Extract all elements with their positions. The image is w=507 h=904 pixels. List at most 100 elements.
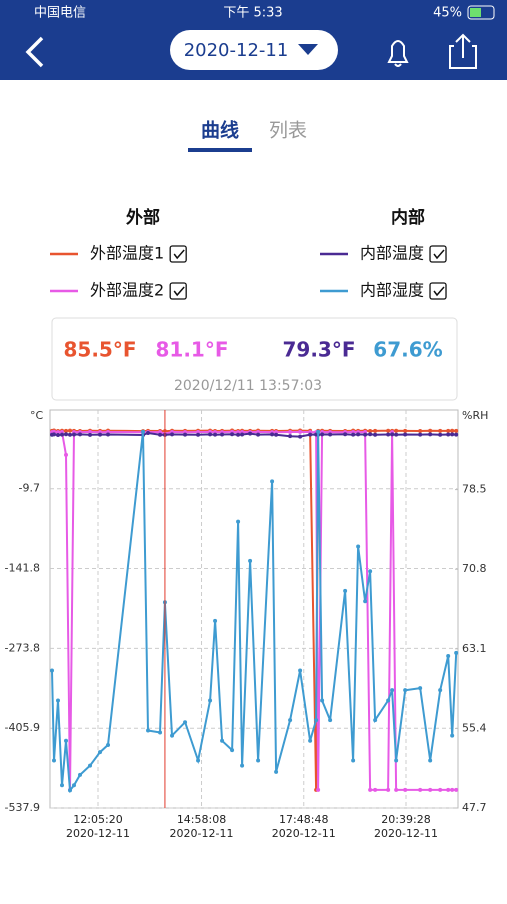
- data-point: [368, 787, 373, 792]
- data-point: [316, 429, 321, 434]
- data-point: [68, 788, 73, 793]
- data-point: [373, 787, 378, 792]
- data-point: [298, 429, 303, 434]
- readout-value: 79.3°F: [282, 338, 355, 362]
- y2-axis-label: %RH: [462, 409, 488, 422]
- data-point: [403, 787, 408, 792]
- legend-label: 外部温度2: [90, 281, 164, 300]
- data-point: [418, 432, 423, 437]
- data-point: [213, 618, 218, 623]
- data-point: [72, 783, 77, 788]
- data-point: [343, 588, 348, 593]
- x-tick-label: 20:39:28: [381, 813, 430, 826]
- data-point: [368, 428, 373, 433]
- data-point: [403, 432, 408, 437]
- x-tick-date: 2020-12-11: [374, 827, 438, 840]
- data-point: [428, 787, 433, 792]
- data-point: [240, 432, 245, 437]
- data-point: [373, 432, 378, 437]
- tab-list[interactable]: 列表: [269, 120, 307, 142]
- data-point: [356, 544, 361, 549]
- data-point: [418, 686, 423, 691]
- data-point: [56, 698, 61, 703]
- readout-value: 67.6%: [373, 338, 442, 362]
- data-point: [454, 432, 459, 437]
- y-tick-label: -9.7: [19, 482, 40, 495]
- data-point: [454, 428, 459, 433]
- data-point: [386, 698, 391, 703]
- data-point: [428, 758, 433, 763]
- data-point: [316, 787, 321, 792]
- y2-tick-label: 70.8: [462, 562, 487, 575]
- data-point: [356, 432, 361, 437]
- data-point: [248, 431, 253, 436]
- x-tick-date: 2020-12-11: [170, 827, 234, 840]
- legend-checkbox[interactable]: [169, 282, 187, 300]
- x-tick-date: 2020-12-11: [66, 827, 130, 840]
- legend-checkbox[interactable]: [429, 245, 447, 263]
- bell-button[interactable]: [387, 40, 409, 67]
- data-point: [49, 668, 54, 673]
- data-point: [386, 787, 391, 792]
- y2-tick-label: 55.4: [462, 721, 487, 734]
- dropdown-arrow: [298, 44, 318, 55]
- x-tick-label: 12:05:20: [73, 813, 122, 826]
- battery-level: [470, 8, 481, 17]
- data-point: [428, 432, 433, 437]
- data-point: [320, 698, 325, 703]
- data-point: [88, 432, 93, 437]
- data-point: [308, 432, 313, 437]
- data-point: [446, 428, 451, 433]
- data-point: [308, 738, 313, 743]
- x-tick-date: 2020-12-11: [272, 827, 336, 840]
- data-point: [230, 748, 235, 753]
- back-button[interactable]: [25, 36, 44, 68]
- check-mark: [433, 286, 445, 297]
- data-point: [438, 428, 443, 433]
- data-point: [106, 432, 111, 437]
- data-point: [351, 758, 356, 763]
- share-button[interactable]: [449, 33, 477, 69]
- data-point: [240, 763, 245, 768]
- y-tick-label: -405.9: [5, 721, 40, 734]
- data-point: [418, 787, 423, 792]
- data-point: [236, 432, 241, 437]
- tab-underline: [188, 148, 252, 152]
- data-point: [438, 688, 443, 693]
- data-point: [88, 763, 93, 768]
- data-point: [373, 718, 378, 723]
- data-point: [158, 730, 163, 735]
- data-point: [220, 432, 225, 437]
- data-point: [418, 428, 423, 433]
- readout-box: [51, 317, 458, 401]
- data-point: [56, 432, 61, 437]
- y-axis-label: °C: [30, 409, 44, 422]
- tab-curve[interactable]: 曲线: [201, 119, 239, 142]
- data-point: [368, 569, 373, 574]
- data-point: [141, 429, 146, 434]
- legend-checkbox[interactable]: [429, 282, 447, 300]
- data-point: [88, 429, 93, 434]
- data-point: [64, 432, 69, 437]
- data-point: [64, 738, 69, 743]
- data-point: [270, 432, 275, 437]
- battery-icon: [467, 5, 495, 20]
- data-point: [438, 787, 443, 792]
- data-point: [183, 720, 188, 725]
- date-picker[interactable]: [170, 30, 338, 70]
- data-point: [72, 432, 77, 437]
- legend-checkbox[interactable]: [169, 245, 187, 263]
- legend-label: 内部湿度: [360, 281, 424, 300]
- data-point: [320, 432, 325, 437]
- data-point: [328, 718, 333, 723]
- data-point: [98, 432, 103, 437]
- data-point: [60, 783, 65, 788]
- data-point: [314, 718, 319, 723]
- y-tick-label: -273.8: [5, 641, 40, 654]
- data-point: [248, 558, 253, 563]
- data-point: [394, 428, 399, 433]
- data-point: [256, 432, 261, 437]
- data-point: [236, 519, 241, 524]
- data-point: [454, 787, 459, 792]
